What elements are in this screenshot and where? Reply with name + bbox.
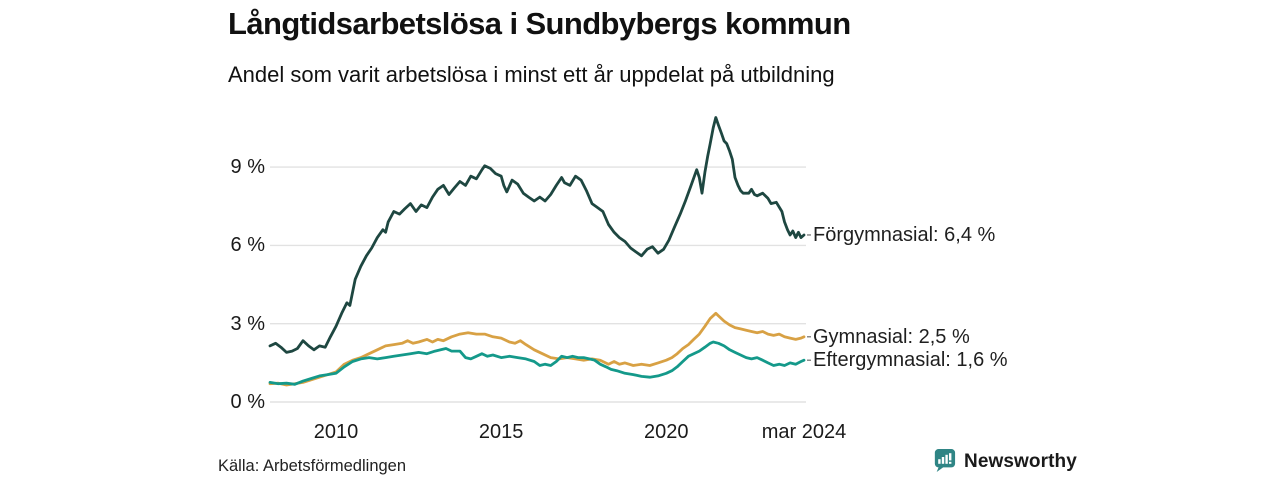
label-connectors (807, 234, 811, 361)
x-tick-2010: 2010 (313, 421, 359, 443)
source-note: Källa: Arbetsförmedlingen (218, 457, 407, 475)
newsworthy-logo-icon (934, 449, 956, 472)
frgymnasial-line (268, 116, 806, 354)
x-tick-mar-2024: mar 2024 (761, 421, 847, 443)
brand-lockup: Newsworthy (933, 449, 1077, 474)
y-tick-3: 3 % (230, 312, 265, 335)
logo-bars (938, 453, 952, 464)
y-tick-0: 0 % (230, 391, 265, 413)
series-label-eftergymnasial: Eftergymnasial: 1,6 % (813, 349, 1008, 372)
eftergymnasial-line (268, 340, 806, 386)
gridlines (270, 166, 806, 403)
y-tick-9: 9 % (230, 156, 265, 179)
brand-name: Newsworthy (964, 450, 1077, 472)
chart-title: Långtidsarbetslösa i Sundbybergs kommun (228, 6, 851, 41)
series-label-forgymnasial: Förgymnasial: 6,4 % (813, 223, 996, 246)
x-tick-2015: 2015 (478, 421, 524, 443)
x-tick-2020: 2020 (644, 421, 689, 443)
series-label-gymnasial: Gymnasial: 2,5 % (813, 325, 970, 348)
chart-subtitle: Andel som varit arbetslösa i minst ett å… (228, 62, 835, 87)
logo-bubble (934, 449, 956, 472)
series-lines (268, 116, 806, 387)
y-tick-6: 6 % (230, 234, 265, 257)
